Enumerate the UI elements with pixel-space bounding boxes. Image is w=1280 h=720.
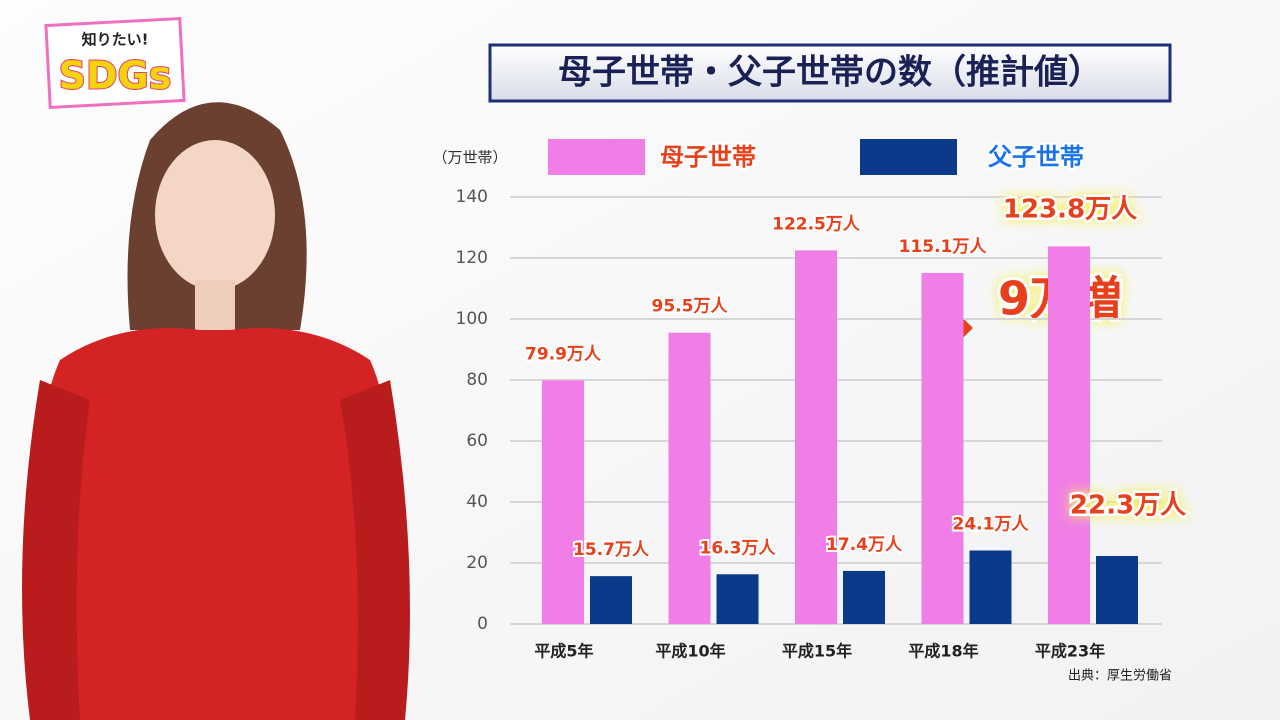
y-tick-label: 100 (456, 309, 488, 329)
value-label: 123.8万人 (1003, 195, 1137, 225)
y-tick-label: 140 (456, 187, 488, 207)
logo: 知りたい! SDGs (44, 16, 186, 110)
logo-top: 知りたい! (82, 31, 149, 49)
bar (542, 380, 584, 624)
bar (795, 250, 837, 624)
source: 出典：厚生労働省 (1068, 669, 1172, 684)
y-tick-label: 120 (456, 248, 488, 268)
legend-swatch (548, 139, 645, 175)
bar (668, 332, 711, 624)
y-axis-label: （万世帯） (432, 149, 507, 167)
x-tick-label: 平成18年 (908, 642, 978, 661)
value-label: 95.5万人 (652, 297, 729, 317)
y-tick-label: 20 (466, 553, 488, 573)
logo-main: SDGs (59, 54, 172, 98)
value-label: 15.7万人 (573, 540, 650, 560)
legend-label: 母子世帯 (660, 143, 756, 171)
value-label: 16.3万人 (700, 538, 777, 558)
x-tick-label: 平成10年 (655, 642, 725, 661)
value-label: 115.1万人 (899, 237, 988, 257)
bar (590, 576, 632, 624)
value-label: 22.3万人 (1070, 491, 1186, 521)
title-box (488, 43, 1172, 103)
legend-label: 父子世帯 (988, 143, 1084, 171)
bar (1096, 555, 1138, 624)
bar (716, 574, 759, 624)
bar (921, 272, 964, 624)
legend-swatch (860, 139, 957, 175)
value-label: 122.5万人 (772, 214, 861, 234)
x-tick-label: 平成15年 (782, 642, 852, 661)
y-tick-label: 0 (477, 614, 488, 634)
y-tick-label: 60 (466, 431, 488, 451)
x-tick-label: 平成5年 (534, 642, 593, 661)
value-label: 17.4万人 (826, 535, 903, 555)
presenter (22, 102, 410, 720)
value-label: 79.9万人 (525, 344, 602, 364)
chart-title: 母子世帯・父子世帯の数（推計値） (558, 53, 1102, 93)
y-tick-label: 80 (466, 370, 488, 390)
bar (843, 570, 885, 624)
x-tick-label: 平成23年 (1035, 642, 1105, 661)
y-tick-label: 40 (466, 492, 488, 512)
bar (969, 550, 1012, 624)
bar (1048, 246, 1090, 624)
value-label: 24.1万人 (953, 514, 1030, 534)
